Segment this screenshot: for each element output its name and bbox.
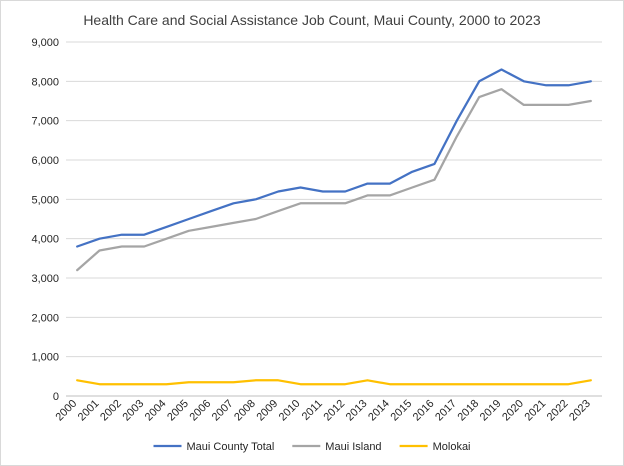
y-tick-label: 1,000 xyxy=(31,352,59,364)
legend-item-maui-island: Maui Island xyxy=(292,441,382,453)
series-line-maui-island xyxy=(76,88,592,272)
y-tick-label: 8,000 xyxy=(31,76,59,88)
x-tick-label: 2002 xyxy=(98,398,124,424)
x-tick-label: 2010 xyxy=(277,398,303,424)
x-tick-label: 2001 xyxy=(76,398,102,424)
y-tick-label: 7,000 xyxy=(31,116,59,128)
series-lines xyxy=(76,68,592,386)
y-tick-label: 9,000 xyxy=(31,37,59,49)
series-line-maui-county-total xyxy=(76,68,592,248)
y-tick-label: 2,000 xyxy=(31,312,59,324)
x-tick-label: 2018 xyxy=(455,398,481,424)
x-tick-label: 2004 xyxy=(143,398,169,424)
y-tick-label: 3,000 xyxy=(31,273,59,285)
x-tick-label: 2015 xyxy=(388,398,414,424)
legend-item-molokai: Molokai xyxy=(399,441,471,453)
legend-item-maui-county-total: Maui County Total xyxy=(153,441,275,453)
x-tick-label: 2006 xyxy=(187,398,213,424)
legend: Maui County Total Maui Island Molokai xyxy=(153,441,471,453)
x-tick-label: 2021 xyxy=(522,398,548,424)
gridlines xyxy=(66,41,602,397)
legend-label: Maui Island xyxy=(325,441,381,453)
x-tick-label: 2016 xyxy=(411,398,437,424)
x-tick-label: 2020 xyxy=(500,398,526,424)
x-tick-label: 2005 xyxy=(165,398,191,424)
x-tick-label: 2008 xyxy=(232,398,258,424)
x-tick-label: 2009 xyxy=(254,398,280,424)
x-tick-label: 2013 xyxy=(344,398,370,424)
series-line-molokai xyxy=(76,379,592,386)
x-tick-label: 2017 xyxy=(433,398,459,424)
x-tick-label: 2003 xyxy=(120,398,146,424)
x-tick-label: 2007 xyxy=(210,398,236,424)
y-tick-label: 0 xyxy=(53,391,59,403)
chart-title: Health Care and Social Assistance Job Co… xyxy=(83,12,541,28)
legend-label: Maui County Total xyxy=(187,441,275,453)
y-tick-label: 6,000 xyxy=(31,155,59,167)
x-tick-label: 2022 xyxy=(545,398,571,424)
x-tick-label: 2019 xyxy=(478,398,504,424)
y-tick-label: 4,000 xyxy=(31,234,59,246)
x-tick-label: 2011 xyxy=(300,398,325,423)
x-tick-label: 2023 xyxy=(567,398,593,424)
legend-label: Molokai xyxy=(433,441,471,453)
y-axis: 0 1,000 2,000 3,000 4,000 5,000 6,000 7,000 8,00… xyxy=(31,37,59,403)
x-axis: 2000200120022003200420052006200720082009… xyxy=(53,398,592,424)
x-tick-label: 2012 xyxy=(321,398,347,424)
x-tick-label: 2014 xyxy=(366,398,392,424)
y-tick-label: 5,000 xyxy=(31,194,59,206)
